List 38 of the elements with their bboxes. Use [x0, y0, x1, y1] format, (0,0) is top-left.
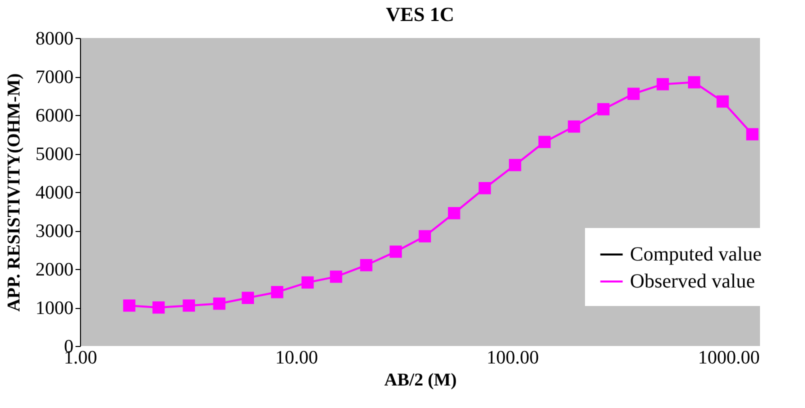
y-tick-label: 1000	[36, 298, 74, 319]
y-tick-label: 2000	[36, 260, 74, 280]
y-tick-label: 7000	[36, 67, 74, 88]
point	[508, 158, 522, 172]
point	[568, 120, 580, 133]
y-tick-label: 6000	[36, 106, 74, 126]
point	[271, 286, 284, 298]
x-tick-label: 10.00	[275, 348, 318, 368]
chart-title: VES 1C	[386, 4, 454, 26]
point	[390, 246, 402, 258]
x-tick-label: 1000.00	[698, 348, 760, 368]
point	[656, 78, 669, 90]
point	[213, 298, 226, 310]
point	[418, 230, 431, 242]
y-tick-label: 5000	[36, 144, 74, 165]
point	[360, 259, 372, 272]
point	[152, 301, 165, 314]
x-tick-label: 100.00	[486, 348, 539, 368]
point	[597, 103, 610, 116]
point	[478, 182, 491, 194]
x-axis-title: AB/2 (M)	[384, 370, 457, 390]
y-tick-label: 8000	[36, 28, 74, 50]
y-tick-label: 4000	[36, 182, 74, 204]
legend-label: Computed value	[630, 244, 762, 266]
y-tick-label: 3000	[36, 221, 74, 242]
point	[716, 95, 729, 108]
point	[242, 292, 254, 304]
point	[330, 270, 342, 283]
point	[182, 299, 196, 312]
point	[746, 128, 758, 140]
point	[538, 136, 551, 148]
point	[688, 76, 700, 88]
point	[627, 88, 640, 100]
point	[301, 276, 314, 289]
y-axis-title: APP. RESISTIVITY(OHM-M)	[4, 73, 24, 312]
legend-label: Observed value	[630, 270, 756, 292]
point	[448, 207, 460, 220]
point	[123, 299, 136, 312]
